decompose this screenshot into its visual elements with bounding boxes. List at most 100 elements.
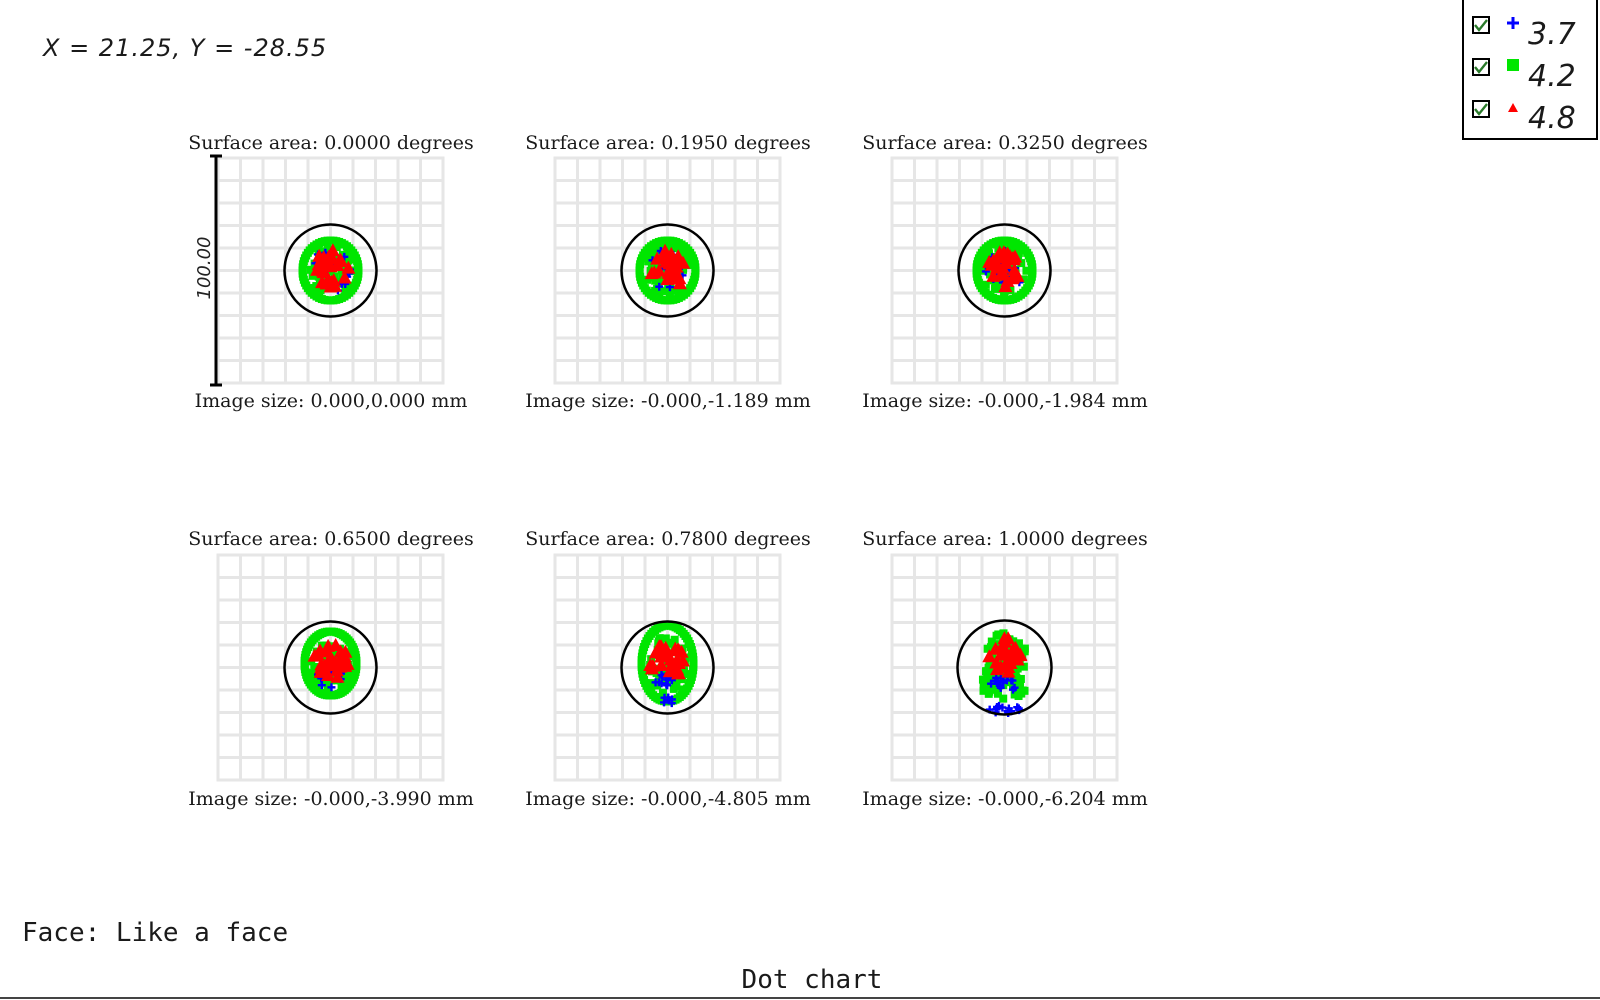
red-spot — [328, 656, 343, 670]
panel-image-size: Image size: 0.000,0.000 mm — [194, 390, 468, 412]
red-spot — [643, 657, 658, 671]
red-spot — [994, 265, 1009, 279]
green-spot — [990, 284, 999, 293]
red-spot — [671, 656, 686, 670]
green-spot — [1019, 662, 1028, 671]
green-spot — [645, 250, 654, 259]
green-spot — [660, 287, 669, 296]
green-spot — [1014, 639, 1023, 648]
legend-item-4-2[interactable]: 4.2 — [1468, 54, 1596, 94]
green-spot — [643, 275, 652, 284]
red-spot — [323, 259, 338, 273]
green-spot — [671, 242, 680, 251]
red-spot — [658, 248, 673, 262]
green-spot — [314, 245, 323, 254]
red-spot — [670, 642, 685, 656]
red-spot — [1000, 246, 1015, 260]
green-spot — [669, 684, 678, 693]
green-spot — [1020, 644, 1029, 653]
legend-item-4-8[interactable]: 4.8 — [1468, 96, 1596, 136]
red-spot — [660, 647, 675, 661]
red-spot — [990, 662, 1005, 676]
red-spot — [988, 255, 1003, 269]
red-spot — [1004, 648, 1019, 662]
airy-disk-circle — [620, 223, 715, 318]
legend-label: 4.2 — [1528, 59, 1576, 94]
green-spot — [994, 630, 1003, 639]
plus-marker-icon — [1507, 17, 1519, 29]
bottom-divider — [0, 997, 1600, 999]
panel-image-size: Image size: -0.000,-3.990 mm — [188, 788, 474, 810]
green-spot — [691, 263, 700, 272]
green-spot — [341, 285, 350, 294]
checkmark-icon — [1474, 19, 1488, 32]
green-spot — [679, 265, 688, 274]
red-spot — [340, 656, 355, 670]
blue-spot — [987, 679, 996, 688]
green-spot — [653, 681, 662, 690]
green-spot — [343, 250, 352, 259]
face-label: Face: Like a face — [22, 918, 289, 948]
green-spot — [989, 681, 998, 690]
green-spot — [308, 271, 317, 280]
legend-checkbox[interactable] — [1472, 16, 1490, 34]
legend-checkbox[interactable] — [1472, 58, 1490, 76]
red-spot — [1006, 270, 1021, 284]
green-spot — [683, 260, 692, 269]
square-marker-icon — [1507, 59, 1519, 71]
red-spot — [317, 658, 332, 672]
green-spot — [1012, 673, 1021, 682]
green-spot — [650, 250, 659, 259]
legend-checkbox[interactable] — [1472, 100, 1490, 118]
green-spot — [993, 689, 1002, 698]
green-spot — [983, 677, 992, 686]
blue-spot — [327, 683, 336, 692]
green-spot — [665, 639, 674, 648]
green-spot — [310, 663, 319, 672]
legend-item-3-7[interactable]: 3.7 — [1468, 12, 1596, 52]
legend-label: 4.8 — [1528, 101, 1576, 136]
checkmark-icon — [1474, 61, 1488, 74]
blue-spot — [664, 693, 673, 702]
triangle-marker-icon — [1508, 103, 1518, 112]
red-spot — [325, 243, 340, 257]
green-spot — [354, 263, 363, 272]
scale-bar-label: 100.00 — [194, 237, 215, 300]
green-spot — [683, 670, 692, 679]
checkmark-icon — [1474, 103, 1488, 116]
red-spot — [988, 641, 1003, 655]
red-spot — [1000, 273, 1015, 287]
green-spot — [1000, 290, 1009, 299]
red-spot — [1001, 664, 1016, 678]
blue-spot — [991, 676, 1000, 685]
green-spot — [665, 291, 674, 300]
chart-caption: Dot chart — [741, 965, 883, 995]
red-spot — [1003, 655, 1018, 669]
green-spot — [338, 250, 347, 259]
green-spot — [984, 683, 993, 692]
panel-title: Surface area: 0.0000 degrees — [188, 132, 474, 154]
blue-spot — [655, 282, 664, 291]
green-spot — [323, 242, 332, 251]
red-spot — [321, 638, 336, 652]
green-spot — [317, 641, 326, 650]
red-spot — [313, 643, 328, 657]
green-spot — [985, 249, 994, 258]
green-spot — [1016, 674, 1025, 683]
green-spot — [655, 289, 664, 298]
red-spot — [997, 631, 1012, 645]
green-spot — [983, 644, 992, 653]
green-spot — [678, 685, 687, 694]
green-spot — [985, 658, 994, 667]
airy-disk-circle — [283, 620, 378, 715]
red-spot — [664, 263, 679, 277]
red-spot — [317, 251, 332, 265]
red-spot — [321, 271, 336, 285]
panel-image-size: Image size: -0.000,-1.189 mm — [525, 390, 811, 412]
green-spot — [661, 634, 670, 643]
green-spot — [1022, 266, 1031, 275]
blue-spot — [317, 681, 326, 690]
blue-spot — [1010, 683, 1019, 692]
green-spot — [337, 684, 346, 693]
